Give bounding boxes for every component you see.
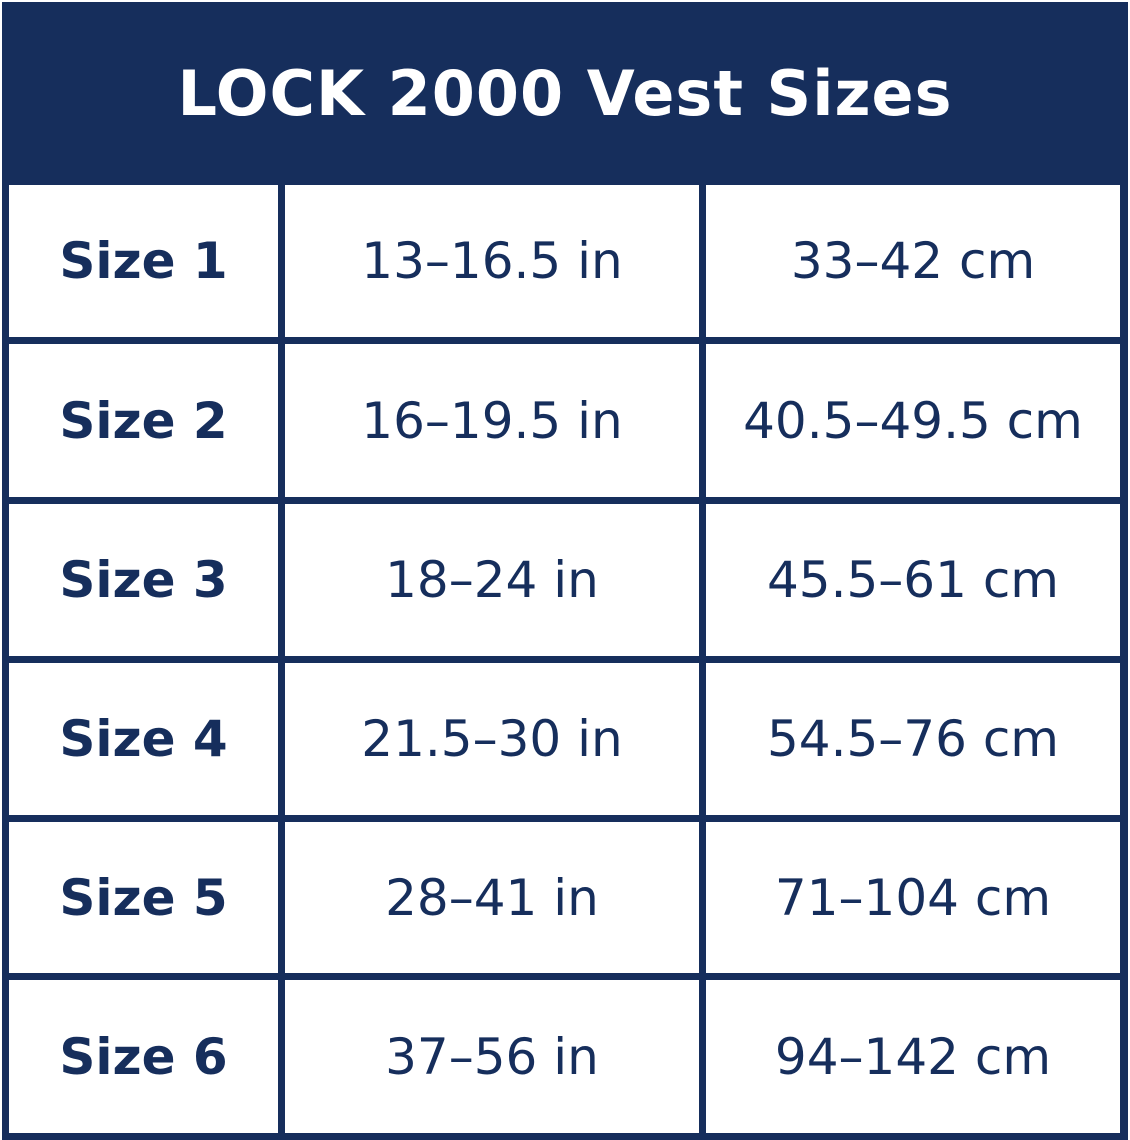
cm-cell: 94–142 cm xyxy=(706,980,1120,1133)
cm-cell: 45.5–61 cm xyxy=(706,504,1120,656)
size-cell: Size 1 xyxy=(9,185,278,337)
inches-cell: 13–16.5 in xyxy=(285,185,699,337)
cm-cell: 33–42 cm xyxy=(706,185,1120,337)
cm-cell: 40.5–49.5 cm xyxy=(706,344,1120,497)
inches-cell: 28–41 in xyxy=(285,822,699,973)
cm-cell: 54.5–76 cm xyxy=(706,663,1120,815)
inches-cell: 16–19.5 in xyxy=(285,344,699,497)
size-cell: Size 3 xyxy=(9,504,278,656)
inches-cell: 21.5–30 in xyxy=(285,663,699,815)
table-title: LOCK 2000 Vest Sizes xyxy=(177,57,953,130)
inches-cell: 37–56 in xyxy=(285,980,699,1133)
size-cell: Size 6 xyxy=(9,980,278,1133)
inches-cell: 18–24 in xyxy=(285,504,699,656)
cm-cell: 71–104 cm xyxy=(706,822,1120,973)
size-cell: Size 2 xyxy=(9,344,278,497)
size-cell: Size 5 xyxy=(9,822,278,973)
size-cell: Size 4 xyxy=(9,663,278,815)
